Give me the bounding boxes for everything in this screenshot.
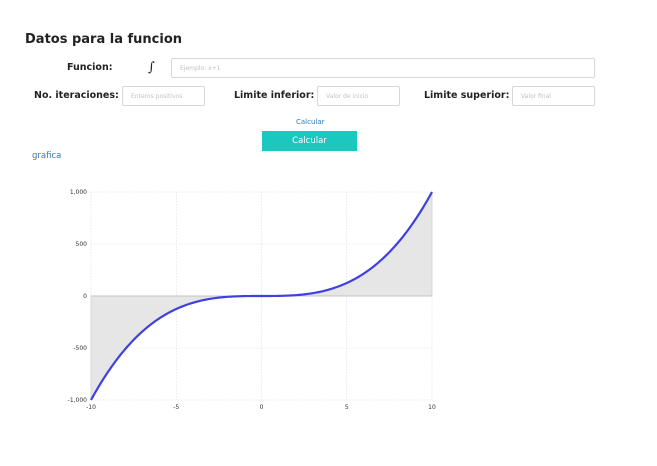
calcular-button[interactable]: Calcular [262,131,357,151]
limite-inferior-label: Limite inferior: [234,90,315,101]
form-title: Datos para la funcion [25,32,183,47]
y-tick-label: 500 [76,241,88,248]
y-tick-label: -500 [73,345,87,352]
iteraciones-input[interactable] [122,86,205,106]
limite-inferior-input[interactable] [317,86,400,106]
y-tick-label: 1,000 [70,189,87,196]
x-tick-label: -10 [86,404,96,411]
x-tick-label: 5 [345,404,349,411]
function-curve [90,191,433,401]
grafica-link[interactable]: grafica [32,151,62,161]
funcion-input[interactable] [171,58,595,78]
x-tick-label: 0 [260,404,264,411]
y-tick-label: -1,000 [68,397,88,404]
funcion-label: Funcion: [67,62,113,73]
axis-ticks: -10 -5 0 5 10 1,000 500 0 -500 -1,000 [68,189,436,411]
x-tick-label: -5 [173,404,179,411]
calcular-link[interactable]: Calcular [296,118,325,126]
limite-superior-label: Limite superior: [424,90,510,101]
y-tick-label: 0 [83,293,87,300]
iteraciones-label: No. iteraciones: [34,90,119,101]
limite-superior-input[interactable] [512,86,595,106]
integral-icon: ∫ [148,60,155,75]
x-tick-label: 10 [428,404,436,411]
